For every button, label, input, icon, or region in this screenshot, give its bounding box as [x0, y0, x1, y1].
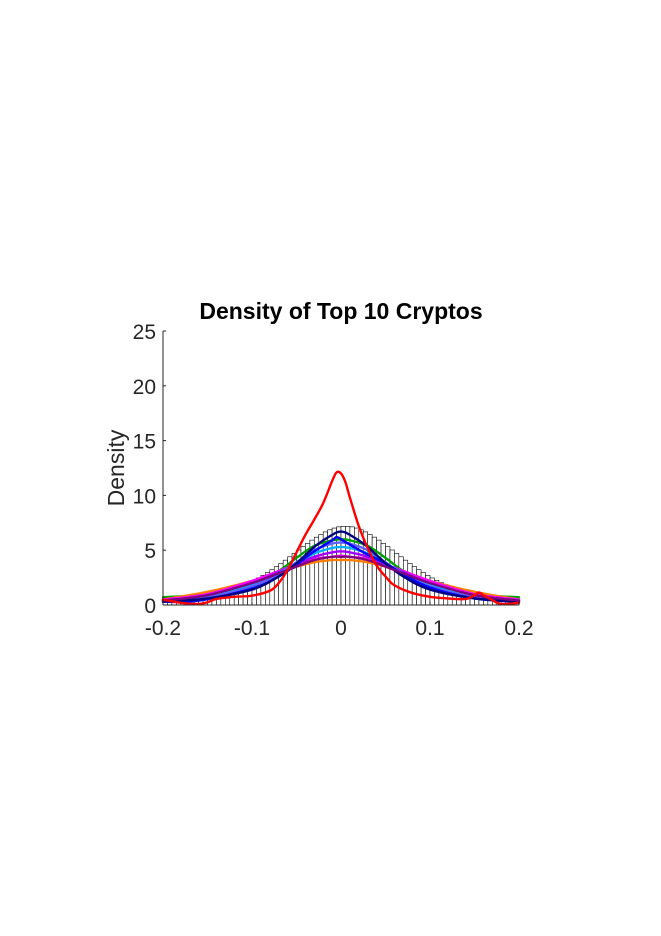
histogram-bar — [402, 559, 409, 606]
y-tick-label: 25 — [133, 321, 156, 344]
x-ticks: -0.2 -0.1 0 0.1 0.2 — [145, 602, 534, 640]
chart-title: Density of Top 10 Cryptos — [199, 298, 482, 324]
x-tick-label: 0 — [335, 617, 347, 640]
y-tick-label: 10 — [133, 485, 156, 508]
density-curves — [161, 470, 521, 606]
histogram-bar — [394, 553, 400, 606]
y-tick-label: 15 — [133, 431, 156, 454]
histogram-bar — [416, 569, 422, 606]
y-tick-label: 0 — [144, 595, 156, 618]
histogram-bar — [371, 536, 377, 606]
x-tick-label: -0.1 — [234, 617, 270, 640]
density-curve — [161, 555, 521, 602]
histogram-bar — [411, 566, 417, 606]
histogram-bar — [345, 526, 351, 606]
y-tick-label: 20 — [133, 376, 156, 399]
y-axis-label: Density — [103, 429, 129, 506]
y-ticks: 0 5 10 15 20 25 — [133, 321, 166, 618]
density-curve — [161, 470, 521, 606]
x-tick-label: -0.2 — [145, 617, 181, 640]
histogram-bar — [389, 549, 395, 606]
histogram-bar — [407, 563, 413, 606]
histogram-bar — [398, 556, 404, 606]
density-curve — [161, 530, 521, 603]
x-tick-label: 0.1 — [415, 617, 444, 640]
y-tick-label: 5 — [144, 540, 156, 563]
x-tick-label: 0.2 — [504, 617, 533, 640]
histogram-bar — [349, 526, 355, 606]
